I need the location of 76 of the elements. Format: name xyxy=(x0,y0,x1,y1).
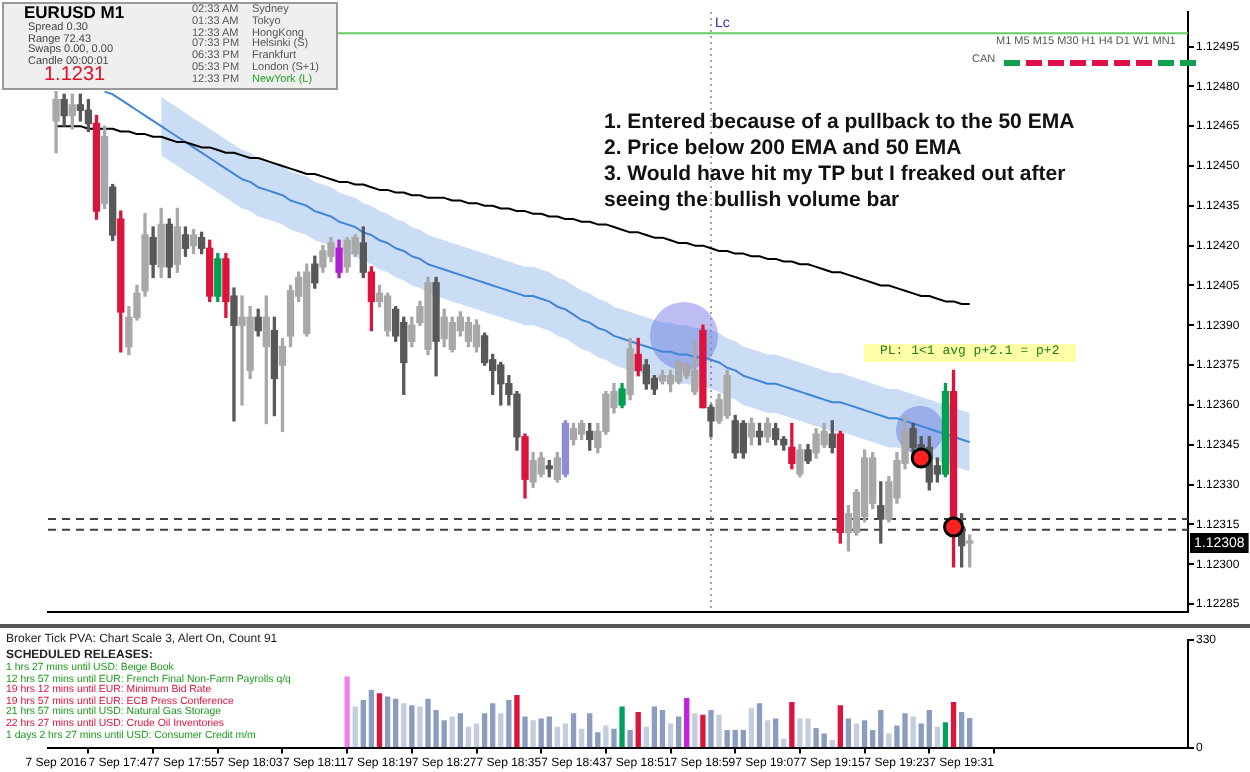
bar xyxy=(570,713,577,748)
bar xyxy=(675,716,682,748)
bar xyxy=(554,726,561,748)
bar xyxy=(748,708,755,748)
bar xyxy=(756,703,763,748)
bar xyxy=(797,718,803,748)
bar xyxy=(829,740,835,748)
bar xyxy=(950,701,957,748)
bar xyxy=(457,713,463,748)
bar xyxy=(587,713,593,748)
bar xyxy=(530,720,536,748)
bar xyxy=(732,729,738,748)
bar xyxy=(522,716,528,748)
bar xyxy=(716,714,722,748)
bar xyxy=(926,710,932,748)
candlestick xyxy=(238,295,246,406)
bar xyxy=(578,728,585,748)
annotation: 2. Price below 200 EMA and 50 EMA xyxy=(604,136,962,160)
bar xyxy=(853,723,860,748)
bar xyxy=(409,705,415,748)
bar xyxy=(942,722,949,748)
bar xyxy=(506,699,512,748)
bar xyxy=(813,728,819,748)
bar xyxy=(352,706,358,748)
bar xyxy=(514,695,520,748)
bar xyxy=(789,701,795,748)
bar xyxy=(740,729,746,748)
bar xyxy=(498,713,504,748)
bar xyxy=(958,712,965,748)
bar xyxy=(465,726,472,748)
bar xyxy=(651,706,658,748)
bar xyxy=(773,718,779,748)
annotation: seeing the bullish volume bar xyxy=(604,188,900,212)
bar xyxy=(845,718,852,748)
annotation: 3. Would have hit my TP but I freaked out after xyxy=(604,162,1066,186)
bar xyxy=(724,729,730,748)
bar xyxy=(611,728,617,748)
candlestick xyxy=(230,287,238,422)
bar xyxy=(546,716,552,748)
bar xyxy=(384,696,391,748)
bar xyxy=(700,714,706,748)
bar xyxy=(627,729,633,748)
bar xyxy=(684,698,690,748)
bar xyxy=(861,720,868,748)
bar xyxy=(368,689,375,748)
bar xyxy=(538,718,544,748)
bar xyxy=(635,712,641,748)
bar xyxy=(562,723,569,748)
bar xyxy=(708,710,714,748)
bar xyxy=(764,720,771,748)
bar xyxy=(967,717,973,748)
bar xyxy=(659,710,666,748)
bar xyxy=(934,726,941,748)
bar xyxy=(344,676,350,748)
bar xyxy=(910,716,916,748)
bar xyxy=(490,703,496,748)
bar xyxy=(619,706,625,748)
bar xyxy=(393,698,399,748)
bar xyxy=(449,716,455,748)
bar xyxy=(886,733,892,748)
bar xyxy=(805,718,811,748)
annotation: 1. Entered because of a pullback to the 50 EMA xyxy=(604,110,1075,134)
bar xyxy=(692,713,698,748)
bar xyxy=(473,723,480,748)
bar xyxy=(667,723,674,748)
bar xyxy=(401,703,407,748)
bar xyxy=(643,726,649,748)
bar xyxy=(376,693,383,748)
bar xyxy=(878,710,884,748)
bar xyxy=(425,698,431,748)
bar xyxy=(837,705,843,748)
bar xyxy=(603,725,609,748)
bar xyxy=(902,713,908,748)
annotation: 1.1231 xyxy=(44,64,106,86)
chart-title: EURUSD M1 xyxy=(24,2,125,22)
bar xyxy=(417,706,423,748)
